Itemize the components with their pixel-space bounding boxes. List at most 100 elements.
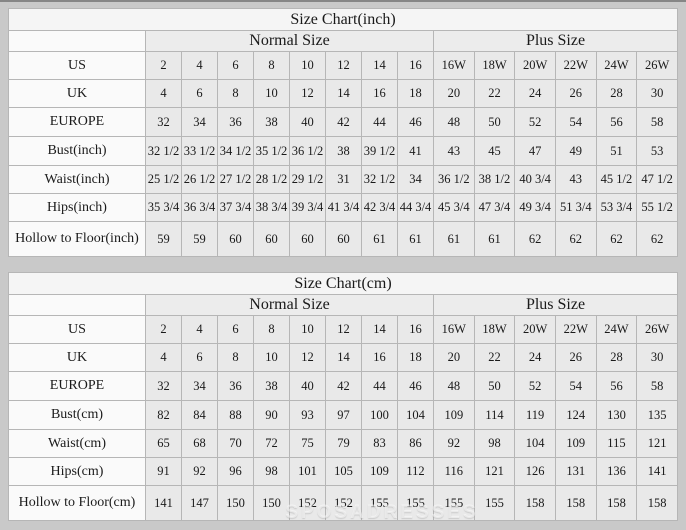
table-row: US 2 4 6 8 10 12 14 16 16W 18W 20W 22W 24W 26W [8,315,678,344]
size-value-cell: 4 [145,79,182,108]
size-value-cell: 38 1/2 [473,165,516,194]
size-value-cell: 42 [325,371,362,401]
table-row: Waist(cm) 65 68 70 72 75 79 83 86 92 98 104 109 115 12… [8,429,678,458]
size-value-cell: 14 [361,315,398,344]
size-value-cell: 55 1/2 [636,193,678,222]
size-value-cell: 59 [181,221,218,257]
size-value-cell: 150 [217,485,254,521]
size-value-cell: 48 [433,371,475,401]
size-value-cell: 51 [595,136,638,166]
size-value-cell: 119 [514,400,556,430]
size-value-cell: 61 [397,221,434,257]
size-value-cell: 49 3/4 [514,193,556,222]
size-value-cell: 32 1/2 [145,136,182,166]
size-value-cell: 32 1/2 [361,165,398,194]
column-group-header: Normal Size [145,30,434,52]
column-group-header: Plus Size [433,294,678,316]
size-value-cell: 22W [554,315,597,344]
size-value-cell: 60 [325,221,362,257]
size-value-cell: 158 [554,485,597,521]
size-value-cell: 32 [145,371,182,401]
size-value-cell: 56 [595,107,638,137]
size-value-cell: 20W [514,51,556,80]
size-value-cell: 14 [361,51,398,80]
size-value-cell: 59 [145,221,182,257]
row-label: Bust(inch) [8,136,146,166]
size-value-cell: 30 [636,343,678,372]
size-value-cell: 60 [289,221,326,257]
size-value-cell: 98 [253,457,290,486]
size-value-cell: 16 [397,315,434,344]
row-label: Hips(cm) [8,457,146,486]
size-value-cell: 34 [181,107,218,137]
size-value-cell: 62 [636,221,678,257]
size-value-cell: 101 [289,457,326,486]
size-value-cell: 58 [636,107,678,137]
size-value-cell: 12 [289,343,326,372]
size-value-cell: 44 [361,371,398,401]
size-value-cell: 36 [217,371,254,401]
size-value-cell: 46 [397,371,434,401]
size-value-cell: 36 3/4 [181,193,218,222]
size-value-cell: 53 [636,136,678,166]
size-value-cell: 35 1/2 [253,136,290,166]
size-value-cell: 97 [325,400,362,430]
size-value-cell: 22W [554,51,597,80]
corner-cell [8,30,146,52]
size-value-cell: 116 [433,457,475,486]
size-value-cell: 61 [473,221,516,257]
size-value-cell: 47 3/4 [473,193,516,222]
size-value-cell: 82 [145,400,182,430]
top-edge-line [0,0,686,2]
size-value-cell: 152 [289,485,326,521]
size-value-cell: 28 [595,79,638,108]
size-value-cell: 104 [397,400,434,430]
size-value-cell: 86 [397,429,434,458]
size-value-cell: 34 1/2 [217,136,254,166]
size-value-cell: 93 [289,400,326,430]
size-value-cell: 47 1/2 [636,165,678,194]
size-value-cell: 26 [554,79,597,108]
size-value-cell: 50 [473,107,516,137]
size-value-cell: 126 [514,457,556,486]
table-row: Hips(inch) 35 3/4 36 3/4 37 3/4 38 3/4 39 3/4… [8,193,678,222]
size-value-cell: 32 [145,107,182,137]
size-value-cell: 38 [253,107,290,137]
size-value-cell: 36 1/2 [289,136,326,166]
size-value-cell: 36 1/2 [433,165,475,194]
size-value-cell: 2 [145,315,182,344]
size-value-cell: 65 [145,429,182,458]
size-value-cell: 41 [397,136,434,166]
row-label: Hips(inch) [8,193,146,222]
size-value-cell: 45 1/2 [595,165,638,194]
size-value-cell: 54 [554,371,597,401]
size-value-cell: 2 [145,51,182,80]
size-value-cell: 26 [554,343,597,372]
size-value-cell: 114 [473,400,516,430]
size-value-cell: 12 [325,51,362,80]
size-value-cell: 98 [473,429,516,458]
size-value-cell: 70 [217,429,254,458]
size-value-cell: 34 [397,165,434,194]
row-label: UK [8,343,146,372]
table-row: Hollow to Floor(cm) 141 147 150 150 152 152 155… [8,485,678,521]
size-value-cell: 58 [636,371,678,401]
row-label: US [8,51,146,80]
size-value-cell: 6 [181,343,218,372]
row-label: EUROPE [8,107,146,137]
size-value-cell: 91 [145,457,182,486]
size-value-cell: 155 [361,485,398,521]
size-value-cell: 39 3/4 [289,193,326,222]
size-value-cell: 27 1/2 [217,165,254,194]
size-value-cell: 16 [397,51,434,80]
size-value-cell: 62 [595,221,638,257]
size-value-cell: 20W [514,315,556,344]
size-value-cell: 16W [433,51,475,80]
size-value-cell: 39 1/2 [361,136,398,166]
column-group-header: Plus Size [433,30,678,52]
size-table: Size Chart(cm) Normal Size Plus Size US 2 4 6 8… [8,272,678,521]
row-label: Waist(inch) [8,165,146,194]
size-value-cell: 24 [514,343,556,372]
size-value-cell: 90 [253,400,290,430]
size-value-cell: 33 1/2 [181,136,218,166]
